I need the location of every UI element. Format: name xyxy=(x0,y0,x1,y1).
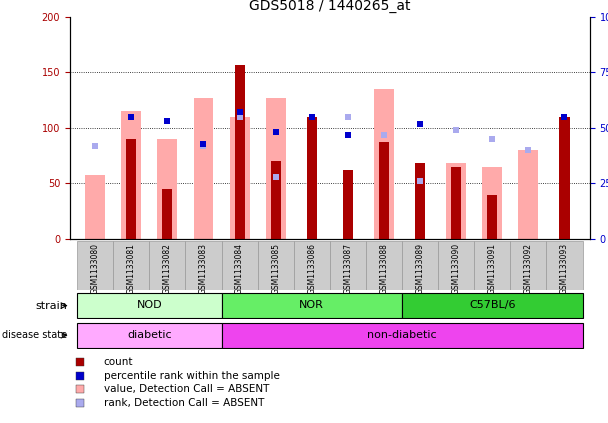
Bar xyxy=(235,65,244,239)
Text: GSM1133084: GSM1133084 xyxy=(235,243,244,294)
Bar xyxy=(343,170,353,239)
Text: strain: strain xyxy=(35,301,67,310)
Bar xyxy=(559,117,570,239)
Text: percentile rank within the sample: percentile rank within the sample xyxy=(104,371,280,381)
Bar xyxy=(374,89,394,239)
Text: GSM1133089: GSM1133089 xyxy=(416,243,424,294)
Bar xyxy=(77,293,221,318)
Text: non-diabetic: non-diabetic xyxy=(367,330,437,340)
Text: count: count xyxy=(104,357,133,367)
Bar xyxy=(482,167,502,239)
Bar xyxy=(547,241,582,290)
Bar xyxy=(451,167,461,239)
Text: C57BL/6: C57BL/6 xyxy=(469,300,516,310)
Text: NOD: NOD xyxy=(137,300,162,310)
Bar xyxy=(306,117,317,239)
Bar xyxy=(438,241,474,290)
Text: GSM1133080: GSM1133080 xyxy=(91,243,100,294)
Title: GDS5018 / 1440265_at: GDS5018 / 1440265_at xyxy=(249,0,410,13)
Text: GSM1133092: GSM1133092 xyxy=(524,243,533,294)
Text: GSM1133093: GSM1133093 xyxy=(560,243,569,294)
Bar xyxy=(487,195,497,239)
Bar xyxy=(446,164,466,239)
Bar xyxy=(113,241,150,290)
Bar xyxy=(379,143,389,239)
Bar xyxy=(519,150,538,239)
Bar xyxy=(294,241,330,290)
Bar xyxy=(193,98,213,239)
Text: NOR: NOR xyxy=(299,300,324,310)
Bar xyxy=(402,293,582,318)
Bar xyxy=(230,117,249,239)
Text: GSM1133082: GSM1133082 xyxy=(163,243,172,294)
Text: rank, Detection Call = ABSENT: rank, Detection Call = ABSENT xyxy=(104,398,264,408)
Bar xyxy=(150,241,185,290)
Bar xyxy=(474,241,510,290)
Text: GSM1133085: GSM1133085 xyxy=(271,243,280,294)
Bar xyxy=(126,139,136,239)
Bar xyxy=(415,164,425,239)
Bar xyxy=(221,323,582,348)
Text: disease state: disease state xyxy=(2,330,67,340)
Bar xyxy=(271,161,281,239)
Bar xyxy=(162,189,173,239)
Bar xyxy=(402,241,438,290)
Text: GSM1133083: GSM1133083 xyxy=(199,243,208,294)
Text: value, Detection Call = ABSENT: value, Detection Call = ABSENT xyxy=(104,384,269,394)
Text: GSM1133088: GSM1133088 xyxy=(379,243,389,294)
Bar xyxy=(122,111,141,239)
Text: GSM1133091: GSM1133091 xyxy=(488,243,497,294)
Bar xyxy=(77,323,221,348)
Bar xyxy=(157,139,178,239)
Text: GSM1133087: GSM1133087 xyxy=(344,243,353,294)
Bar xyxy=(221,241,258,290)
Bar xyxy=(85,175,105,239)
Bar xyxy=(77,241,113,290)
Text: GSM1133081: GSM1133081 xyxy=(127,243,136,294)
Bar xyxy=(330,241,366,290)
Text: diabetic: diabetic xyxy=(127,330,171,340)
Text: GSM1133086: GSM1133086 xyxy=(307,243,316,294)
Bar xyxy=(185,241,221,290)
Bar xyxy=(266,98,286,239)
Bar xyxy=(221,293,402,318)
Text: GSM1133090: GSM1133090 xyxy=(452,243,461,294)
Bar xyxy=(510,241,547,290)
Bar xyxy=(366,241,402,290)
Bar xyxy=(258,241,294,290)
